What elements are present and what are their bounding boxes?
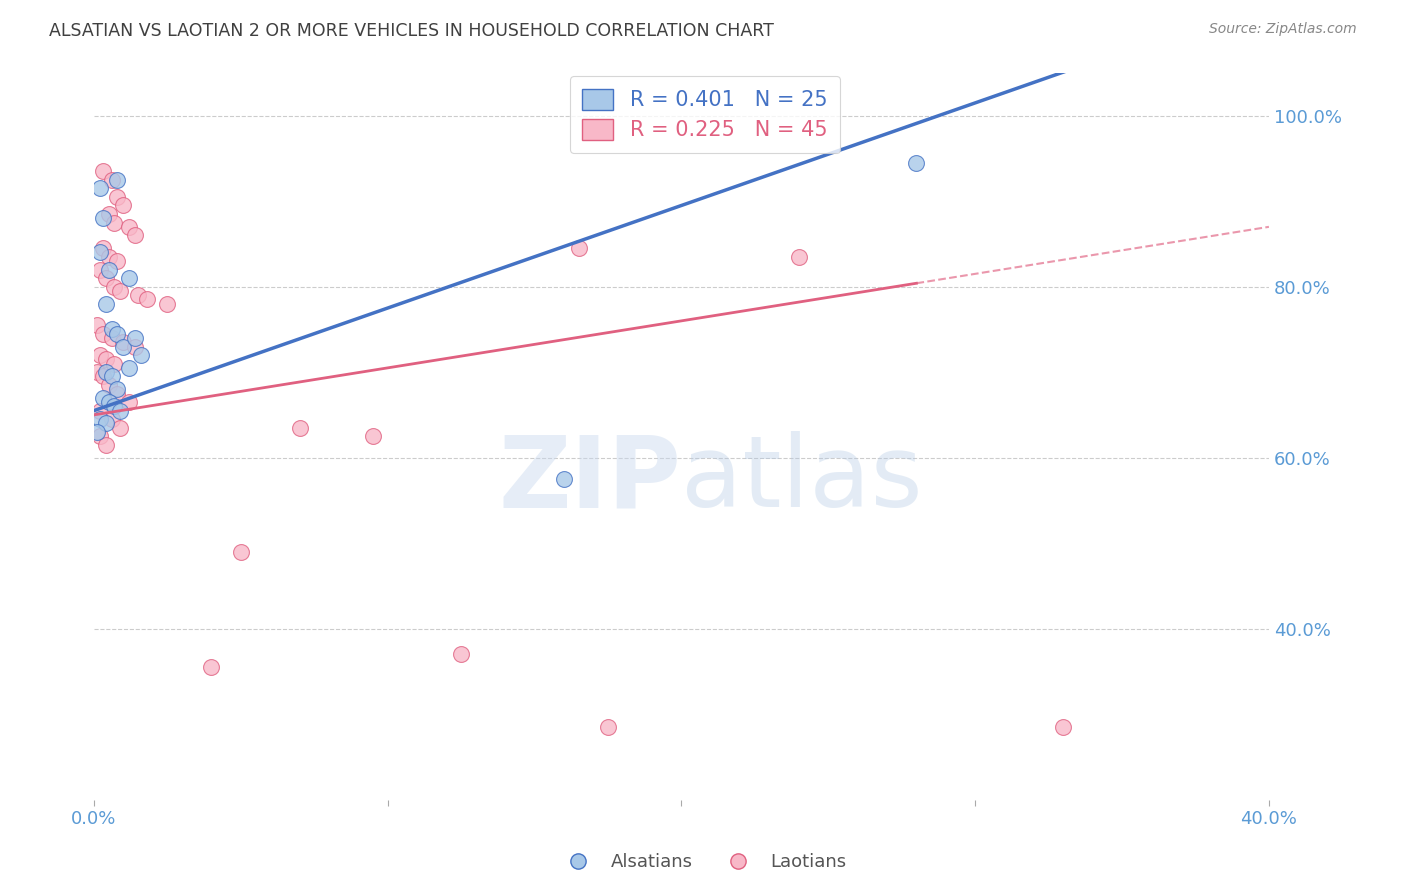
Point <box>103 357 125 371</box>
Point <box>127 288 149 302</box>
Text: ZIP: ZIP <box>499 432 682 528</box>
Point <box>91 369 114 384</box>
Point <box>107 173 129 187</box>
Point <box>112 198 135 212</box>
Point <box>361 429 384 443</box>
Point <box>86 318 108 332</box>
Text: Source: ZipAtlas.com: Source: ZipAtlas.com <box>1209 22 1357 37</box>
Point <box>97 262 120 277</box>
Point <box>100 412 122 426</box>
Point <box>1052 720 1074 734</box>
Point <box>107 386 129 401</box>
Point <box>107 190 129 204</box>
Point <box>118 219 141 234</box>
Point <box>89 412 111 426</box>
Point <box>103 216 125 230</box>
Point <box>91 326 114 341</box>
Point <box>124 339 146 353</box>
Point <box>110 403 132 417</box>
Point <box>553 472 575 486</box>
Point <box>118 395 141 409</box>
Point <box>596 720 619 734</box>
Point <box>129 348 152 362</box>
Point <box>103 279 125 293</box>
Point <box>288 420 311 434</box>
Text: atlas: atlas <box>682 432 924 528</box>
Point <box>94 417 117 431</box>
Point <box>91 211 114 226</box>
Point <box>91 391 114 405</box>
Point <box>89 181 111 195</box>
Point <box>89 403 111 417</box>
Point <box>107 326 129 341</box>
Point <box>112 339 135 353</box>
Point <box>229 544 252 558</box>
Point <box>94 271 117 285</box>
Point <box>100 369 122 384</box>
Point <box>568 241 591 255</box>
Point <box>124 228 146 243</box>
Point <box>905 155 928 169</box>
Point <box>100 322 122 336</box>
Point <box>94 297 117 311</box>
Text: ALSATIAN VS LAOTIAN 2 OR MORE VEHICLES IN HOUSEHOLD CORRELATION CHART: ALSATIAN VS LAOTIAN 2 OR MORE VEHICLES I… <box>49 22 775 40</box>
Point <box>97 395 120 409</box>
Point <box>107 382 129 396</box>
Point <box>97 207 120 221</box>
Point <box>86 365 108 379</box>
Point <box>100 173 122 187</box>
Point <box>89 429 111 443</box>
Point <box>89 348 111 362</box>
Legend: R = 0.401   N = 25, R = 0.225   N = 45: R = 0.401 N = 25, R = 0.225 N = 45 <box>569 76 841 153</box>
Point <box>86 425 108 439</box>
Point <box>94 365 117 379</box>
Point <box>118 360 141 375</box>
Point <box>118 271 141 285</box>
Point <box>97 378 120 392</box>
Point <box>97 250 120 264</box>
Point <box>91 241 114 255</box>
Point <box>112 335 135 350</box>
Point <box>450 647 472 661</box>
Legend: Alsatians, Laotians: Alsatians, Laotians <box>553 847 853 879</box>
Point <box>89 245 111 260</box>
Point <box>103 400 125 414</box>
Point <box>100 331 122 345</box>
Point <box>200 660 222 674</box>
Point <box>94 352 117 367</box>
Point <box>135 293 157 307</box>
Point <box>94 438 117 452</box>
Point <box>110 284 132 298</box>
Point <box>124 331 146 345</box>
Point <box>91 164 114 178</box>
Point <box>107 254 129 268</box>
Point <box>110 420 132 434</box>
Point <box>89 262 111 277</box>
Point <box>156 297 179 311</box>
Point <box>787 250 810 264</box>
